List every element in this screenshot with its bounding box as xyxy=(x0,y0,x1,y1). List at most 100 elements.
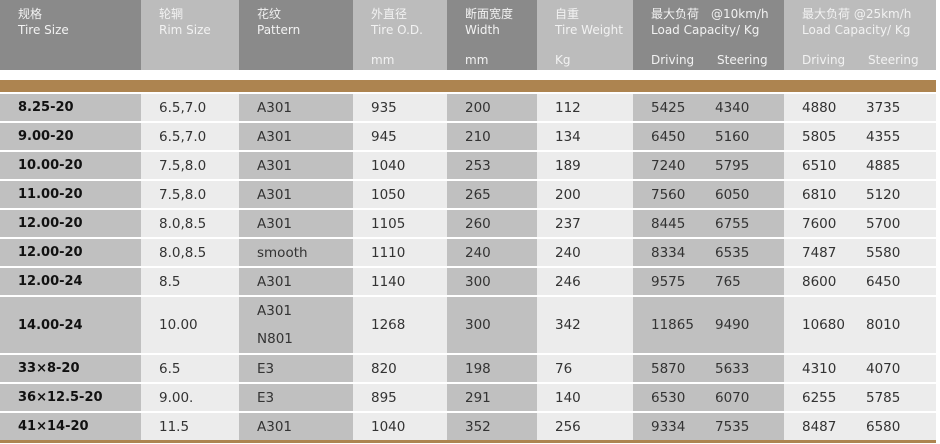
header-gap xyxy=(0,70,936,80)
pattern: N801 xyxy=(257,331,293,347)
pattern: A301 xyxy=(257,99,293,116)
load25-cell: 6510 4885 xyxy=(784,152,936,179)
load10-cell: 8334 6535 xyxy=(633,239,784,266)
header-en: Tire O.D. xyxy=(371,23,423,37)
rim-size: 7.5,8.0 xyxy=(159,186,207,203)
header-cell: 断面宽度 Width mm xyxy=(447,0,537,70)
width: 352 xyxy=(465,418,491,435)
load25-cell: 8487 6580 xyxy=(784,413,936,440)
steering-25: 5785 xyxy=(866,389,901,406)
rim-size: 6.5,7.0 xyxy=(159,99,207,116)
od-cell: 820 xyxy=(353,355,447,382)
driving-10: 9575 xyxy=(651,273,686,290)
header-en: Load Capacity/ Kg xyxy=(802,23,911,37)
driving-25: 8600 xyxy=(802,273,837,290)
load25-cell: 4310 4070 xyxy=(784,355,936,382)
rim-size-cell: 8.0,8.5 xyxy=(141,239,239,266)
header-cell: 外直径 Tire O.D. mm xyxy=(353,0,447,70)
driving-10: 8445 xyxy=(651,215,686,232)
header-cell: 规格 Tire Size xyxy=(0,0,141,70)
header-cn: 最大负荷 @25km/h xyxy=(802,7,912,21)
pattern-cell: E3 xyxy=(239,355,353,382)
header-steering: Steering xyxy=(868,53,919,67)
width-cell: 240 xyxy=(447,239,537,266)
od-cell: 1140 xyxy=(353,268,447,295)
tire-size: 12.00-20 xyxy=(18,216,83,231)
rim-size-cell: 7.5,8.0 xyxy=(141,152,239,179)
table-header: 规格 Tire Size 轮辋 Rim Size 花纹 Pattern 外直径 Tire O.… xyxy=(0,0,936,70)
pattern: E3 xyxy=(257,360,275,377)
steering-10: 6755 xyxy=(715,215,750,232)
driving-25: 7600 xyxy=(802,215,837,232)
header-cell: 轮辋 Rim Size xyxy=(141,0,239,70)
load10-cell: 6450 5160 xyxy=(633,123,784,150)
load25-cell: 8600 6450 xyxy=(784,268,936,295)
od-cell: 1040 xyxy=(353,152,447,179)
weight-cell: 237 xyxy=(537,210,633,237)
header-en: Width xyxy=(465,23,500,37)
pattern-cell: smooth xyxy=(239,239,353,266)
weight-cell: 140 xyxy=(537,384,633,411)
driving-25: 6255 xyxy=(802,389,837,406)
width: 210 xyxy=(465,128,491,145)
pattern-cell: E3 xyxy=(239,384,353,411)
steering-25: 8010 xyxy=(866,317,901,333)
width-cell: 198 xyxy=(447,355,537,382)
width: 300 xyxy=(465,317,491,333)
rim-size: 10.00 xyxy=(159,317,198,333)
tire-size: 36×12.5-20 xyxy=(18,390,103,405)
steering-10: 5160 xyxy=(715,128,750,145)
steering-25: 4885 xyxy=(866,157,901,174)
pattern: smooth xyxy=(257,244,308,261)
header-driving: Driving xyxy=(802,53,846,67)
tire-od: 945 xyxy=(371,128,397,145)
rim-size-cell: 8.5 xyxy=(141,268,239,295)
table-row: 14.00-24 10.00 A301 N801 1268 300 342 11865 9490… xyxy=(0,297,936,353)
weight-cell: 240 xyxy=(537,239,633,266)
rim-size-cell: 8.0,8.5 xyxy=(141,210,239,237)
pattern-cell: A301 xyxy=(239,413,353,440)
steering-25: 5580 xyxy=(866,244,901,261)
tire-size-cell: 10.00-20 xyxy=(0,152,141,179)
pattern-cell: A301 xyxy=(239,94,353,121)
accent-divider xyxy=(0,80,936,92)
tire-od: 820 xyxy=(371,360,397,377)
rim-size: 8.0,8.5 xyxy=(159,215,207,232)
steering-25: 3735 xyxy=(866,99,901,116)
pattern: E3 xyxy=(257,389,275,406)
steering-25: 5120 xyxy=(866,186,901,203)
width-cell: 300 xyxy=(447,268,537,295)
pattern-cell: A301 N801 xyxy=(239,297,353,353)
load25-cell: 10680 8010 xyxy=(784,297,936,353)
rim-size-cell: 6.5,7.0 xyxy=(141,94,239,121)
pattern: A301 xyxy=(257,186,293,203)
tire-weight: 342 xyxy=(555,317,581,333)
weight-cell: 76 xyxy=(537,355,633,382)
width: 198 xyxy=(465,360,491,377)
pattern: A301 xyxy=(257,418,293,435)
tire-size: 8.25-20 xyxy=(18,100,74,115)
load25-cell: 4880 3735 xyxy=(784,94,936,121)
rim-size-cell: 9.00. xyxy=(141,384,239,411)
steering-10: 5633 xyxy=(715,360,750,377)
tire-size: 9.00-20 xyxy=(18,129,74,144)
rim-size: 6.5,7.0 xyxy=(159,128,207,145)
rim-size-cell: 6.5 xyxy=(141,355,239,382)
rim-size: 9.00. xyxy=(159,389,194,406)
driving-25: 7487 xyxy=(802,244,837,261)
tire-size: 10.00-20 xyxy=(18,158,83,173)
width-cell: 210 xyxy=(447,123,537,150)
table-row: 36×12.5-20 9.00. E3 895 291 140 6530 6070 6255 57… xyxy=(0,384,936,411)
steering-10: 5795 xyxy=(715,157,750,174)
tire-od: 1040 xyxy=(371,157,406,174)
rim-size-cell: 7.5,8.0 xyxy=(141,181,239,208)
steering-25: 4070 xyxy=(866,360,901,377)
driving-10: 8334 xyxy=(651,244,686,261)
tire-weight: 189 xyxy=(555,157,581,174)
width: 300 xyxy=(465,273,491,290)
weight-cell: 342 xyxy=(537,297,633,353)
od-cell: 1110 xyxy=(353,239,447,266)
header-cn: 轮辋 xyxy=(159,7,184,21)
rim-size: 8.0,8.5 xyxy=(159,244,207,261)
width: 265 xyxy=(465,186,491,203)
